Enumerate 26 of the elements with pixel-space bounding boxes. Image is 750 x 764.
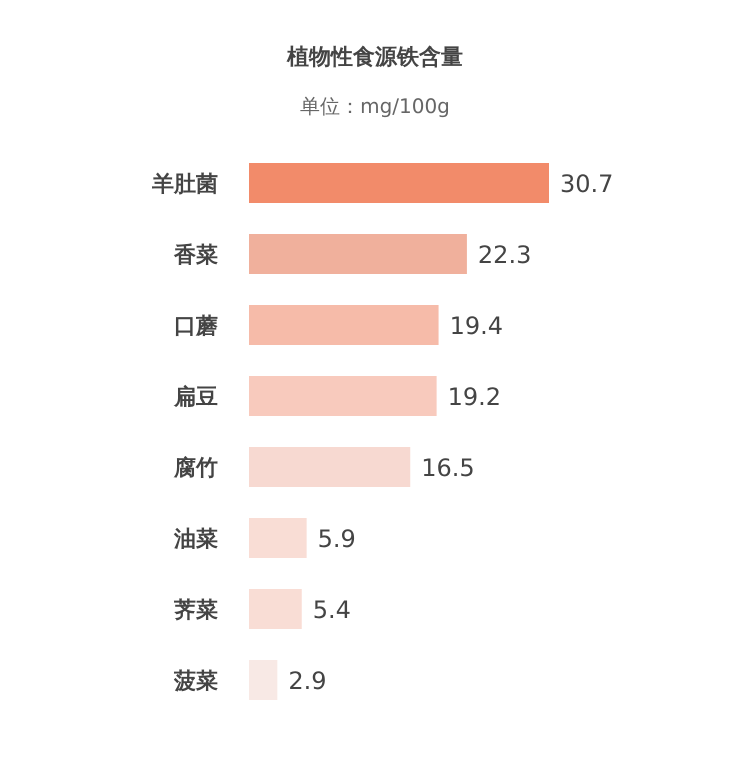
data-label: 19.2 <box>448 383 502 411</box>
y-tick-label: 羊肚菌 <box>151 172 218 197</box>
data-label: 5.9 <box>318 525 356 553</box>
y-tick-label: 香菜 <box>173 243 218 268</box>
bar <box>249 305 439 345</box>
bar <box>249 234 467 274</box>
bar <box>249 447 410 487</box>
y-tick-label: 荠菜 <box>173 598 218 623</box>
y-tick-label: 腐竹 <box>173 455 218 481</box>
y-tick-label: 口蘑 <box>174 314 218 339</box>
data-label: 19.4 <box>450 312 504 340</box>
data-label: 2.9 <box>288 667 327 695</box>
bar <box>249 518 307 558</box>
y-tick-label: 油菜 <box>173 527 218 552</box>
y-tick-label: 扁豆 <box>173 384 218 410</box>
chart-subtitle: 单位：mg/100g <box>300 94 450 118</box>
bar <box>249 163 549 203</box>
data-label: 16.5 <box>421 454 475 482</box>
data-label: 5.4 <box>312 596 351 624</box>
bar <box>249 589 302 629</box>
data-label: 30.7 <box>560 170 614 198</box>
data-label: 22.3 <box>478 241 532 269</box>
chart-title: 植物性食源铁含量 <box>286 45 463 70</box>
y-tick-label: 菠菜 <box>173 669 218 694</box>
bar <box>249 660 278 700</box>
bar <box>249 376 437 416</box>
